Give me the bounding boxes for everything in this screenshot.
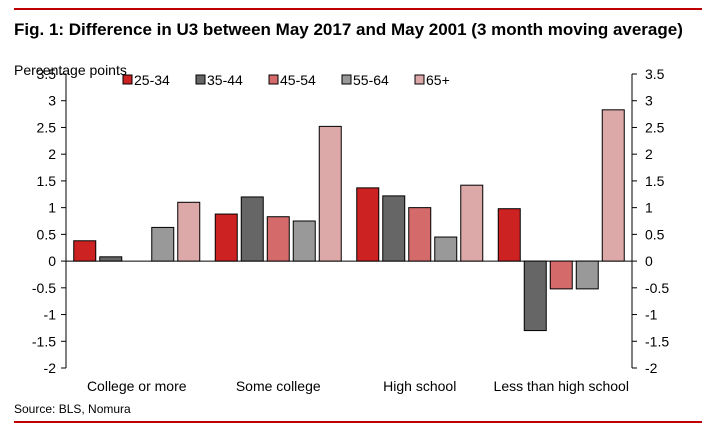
bar-45-54-3 (549, 260, 573, 290)
legend-swatch-35-44 (195, 74, 206, 85)
y-tick-label-right: -1.5 (645, 333, 669, 349)
y-tick-label-left: 0.5 (37, 226, 57, 242)
bar-55-64-3 (575, 260, 599, 290)
legend-label-55-64: 55-64 (353, 72, 389, 88)
y-tick-label-right: -1 (645, 307, 658, 323)
y-tick-label-right: 2.5 (645, 119, 665, 135)
bar-25-34-0 (73, 240, 97, 262)
category-label: Some college (236, 378, 321, 394)
y-tick-label-left: 3.5 (37, 66, 57, 82)
bar-35-44-0 (99, 256, 123, 262)
y-tick-label-left: -1.5 (32, 333, 56, 349)
y-tick-label-right: 3 (645, 93, 653, 109)
legend-label-45-54: 45-54 (280, 72, 316, 88)
bar-35-44-1 (240, 196, 264, 262)
legend-swatch-55-64 (341, 74, 352, 85)
y-tick-label-left: 0 (48, 253, 56, 269)
category-label: Less than high school (494, 378, 629, 394)
legend-label-35-44: 35-44 (207, 72, 243, 88)
y-tick-label-left: 2 (48, 146, 56, 162)
y-tick-label-left: -1 (44, 307, 57, 323)
bar-65+-3 (601, 109, 625, 262)
axes: -2 -2 -1.5 -1.5 -1 -1 -0.5 -0.5 0 0 0.5 0.5 1 1 1.5 1.5… (32, 66, 669, 376)
bottom-rule (14, 421, 702, 423)
bar-55-64-0 (151, 226, 175, 262)
y-tick-label-right: 1.5 (645, 173, 665, 189)
legend-label-25-34: 25-34 (134, 72, 170, 88)
y-tick-label-right: 3.5 (645, 66, 665, 82)
bar-65+-2 (460, 184, 484, 262)
legend-label-65+: 65+ (426, 72, 450, 88)
legend-swatch-25-34 (122, 74, 133, 85)
y-tick-label-right: -2 (645, 360, 658, 376)
bar-55-64-1 (292, 220, 316, 262)
y-tick-label-left: 2.5 (37, 119, 57, 135)
y-tick-label-left: -0.5 (32, 280, 56, 296)
y-tick-label-right: 0 (645, 253, 653, 269)
y-tick-label-left: 1 (48, 200, 56, 216)
y-tick-label-right: 0.5 (645, 226, 665, 242)
bar-65+-1 (318, 125, 342, 262)
y-tick-label-left: 3 (48, 93, 56, 109)
bar-55-64-2 (434, 236, 458, 262)
bar-45-54-2 (408, 207, 432, 262)
bar-35-44-2 (382, 195, 406, 262)
bar-25-34-2 (356, 187, 380, 262)
bar-35-44-3 (523, 260, 547, 332)
chart-title: Fig. 1: Difference in U3 between May 201… (14, 20, 683, 39)
category-label: College or more (87, 378, 187, 394)
legend-swatch-45-54 (268, 74, 279, 85)
y-tick-label-right: -0.5 (645, 280, 669, 296)
top-rule (14, 8, 702, 10)
bars (73, 109, 625, 332)
bar-45-54-1 (266, 216, 290, 262)
bar-25-34-3 (497, 208, 521, 262)
category-labels: College or more Some college High school Le… (87, 378, 629, 394)
legend-swatch-65+ (414, 74, 425, 85)
y-tick-label-left: 1.5 (37, 173, 57, 189)
category-label: High school (383, 378, 456, 394)
legend: 25-34 35-44 45-54 55-64 65+ (122, 72, 450, 88)
source-note: Source: BLS, Nomura (14, 402, 131, 416)
bar-65+-0 (177, 201, 201, 262)
bar-25-34-1 (214, 213, 238, 262)
y-tick-label-right: 2 (645, 146, 653, 162)
y-tick-label-left: -2 (44, 360, 57, 376)
y-tick-label-right: 1 (645, 200, 653, 216)
y-axis-label: Percentage points (14, 62, 127, 78)
